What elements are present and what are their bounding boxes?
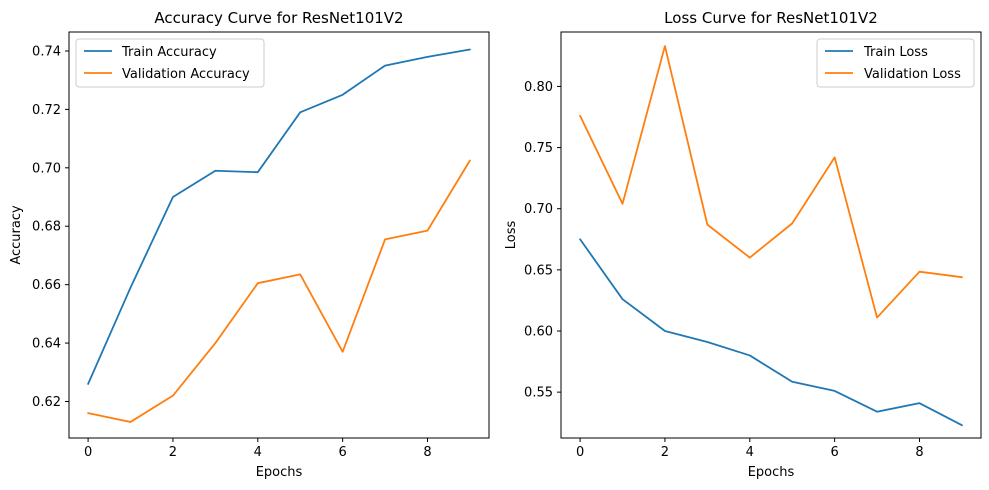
accuracy-legend-box — [75, 38, 265, 88]
loss-legend-box — [816, 38, 975, 88]
accuracy-y-tick-label: 0.70 — [32, 161, 61, 176]
accuracy-x-tick-label: 8 — [423, 445, 431, 460]
loss-y-tick-label: 0.65 — [524, 263, 553, 278]
legend-label-train-loss: Train Loss — [863, 45, 928, 60]
accuracy-y-axis-label: Accuracy — [9, 205, 24, 265]
accuracy-legend: Train Accuracy Validation Accuracy — [75, 38, 265, 88]
accuracy-chart-title: Accuracy Curve for ResNet101V2 — [154, 9, 403, 27]
series-line-validation-loss — [579, 45, 963, 319]
accuracy-x-tick-label: 6 — [338, 445, 346, 460]
loss-plot-area — [579, 45, 963, 427]
accuracy-y-ticks: 0.62 0.64 0.66 0.68 0.70 0.72 0.74 — [32, 44, 69, 410]
loss-y-tick-label: 0.60 — [524, 324, 553, 339]
accuracy-x-axis-label: Epochs — [256, 465, 303, 480]
accuracy-axes-frame — [68, 31, 490, 439]
loss-chart-title: Loss Curve for ResNet101V2 — [664, 9, 878, 27]
accuracy-y-tick-label: 0.74 — [32, 44, 61, 59]
loss-x-tick-label: 4 — [746, 445, 754, 460]
legend-label-validation-loss: Validation Loss — [864, 67, 961, 82]
accuracy-x-tick-label: 2 — [169, 445, 177, 460]
legend-label-train-accuracy: Train Accuracy — [121, 45, 217, 60]
accuracy-x-tick-label: 0 — [84, 445, 92, 460]
accuracy-y-tick-label: 0.62 — [32, 395, 61, 410]
accuracy-plot-area — [87, 48, 471, 423]
loss-x-tick-label: 8 — [915, 445, 923, 460]
loss-legend: Train Loss Validation Loss — [816, 38, 975, 88]
accuracy-y-tick-label: 0.68 — [32, 220, 61, 235]
accuracy-x-tick-label: 4 — [254, 445, 262, 460]
loss-y-tick-label: 0.80 — [524, 80, 553, 95]
loss-y-tick-label: 0.55 — [524, 386, 553, 401]
loss-x-tick-label: 6 — [830, 445, 838, 460]
loss-x-axis-label: Epochs — [748, 465, 795, 480]
series-line-train-accuracy — [87, 48, 471, 385]
loss-axes-frame — [560, 31, 982, 439]
loss-x-tick-label: 0 — [576, 445, 584, 460]
accuracy-chart: Accuracy Curve for ResNet101V2 0 2 4 6 8 0.6… — [9, 9, 490, 480]
legend-label-validation-accuracy: Validation Accuracy — [122, 67, 250, 82]
series-line-validation-accuracy — [87, 159, 471, 423]
accuracy-x-ticks: 0 2 4 6 8 — [84, 438, 432, 460]
loss-y-tick-label: 0.75 — [524, 141, 553, 156]
series-line-train-loss — [579, 238, 963, 427]
accuracy-y-tick-label: 0.66 — [32, 278, 61, 293]
loss-y-axis-label: Loss — [504, 221, 519, 250]
loss-chart: Loss Curve for ResNet101V2 0 2 4 6 8 0.55 0.6… — [504, 9, 982, 480]
loss-y-tick-label: 0.70 — [524, 202, 553, 217]
loss-x-ticks: 0 2 4 6 8 — [576, 438, 924, 460]
loss-x-tick-label: 2 — [661, 445, 669, 460]
accuracy-y-tick-label: 0.64 — [32, 337, 61, 352]
loss-y-ticks: 0.55 0.60 0.65 0.70 0.75 0.80 — [524, 80, 561, 401]
accuracy-y-tick-label: 0.72 — [32, 103, 61, 118]
